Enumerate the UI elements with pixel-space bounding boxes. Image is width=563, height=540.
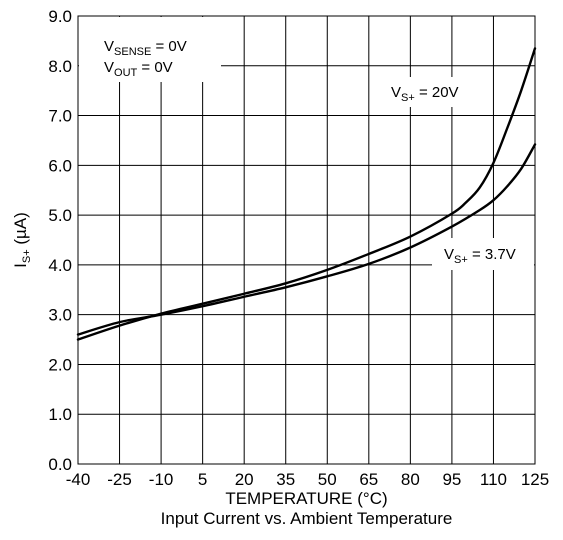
condition-vsense: VSENSE = 0V	[104, 38, 187, 58]
y-tick-label: 5.0	[48, 206, 72, 225]
y-axis-label: IS+ (µA)	[11, 212, 33, 268]
x-tick-label: -40	[66, 470, 91, 489]
y-axis-label-main: I	[11, 263, 30, 268]
chart-title: Input Current vs. Ambient Temperature	[161, 509, 453, 528]
x-tick-label: 50	[318, 470, 337, 489]
series-label-3v7-main: V	[444, 246, 454, 263]
condition-vout: VOUT = 0V	[104, 59, 173, 79]
condition-vsense-sub: SENSE	[114, 46, 151, 58]
y-tick-label: 3.0	[48, 306, 72, 325]
x-tick-label: 65	[359, 470, 378, 489]
annotation-box	[79, 17, 221, 82]
series-line-3v7	[76, 143, 537, 336]
plot-frame	[77, 15, 536, 465]
series-label-20v-rest: = 20V	[415, 84, 459, 101]
y-tick-label: 4.0	[48, 256, 72, 275]
condition-vout-rest: = 0V	[137, 59, 172, 76]
y-tick-label: 2.0	[48, 355, 72, 374]
series-label-3v7: VS+ = 3.7V	[444, 246, 516, 266]
series-label-20v: VS+ = 20V	[391, 84, 459, 104]
x-tick-label: -10	[149, 470, 174, 489]
x-tick-label: 5	[198, 470, 207, 489]
annotation-box	[432, 238, 534, 270]
y-axis-label-unit: (µA)	[11, 212, 30, 249]
series-line-20v	[76, 47, 537, 341]
series-label-3v7-rest: = 3.7V	[468, 246, 516, 263]
y-axis-label-sub: S+	[21, 249, 33, 263]
annotation-backgrounds	[79, 17, 534, 270]
series-label-3v7-sub: S+	[454, 254, 468, 266]
condition-vout-sub: OUT	[114, 67, 138, 79]
y-tick-label: 7.0	[48, 107, 72, 126]
condition-vout-main: V	[104, 59, 114, 76]
y-tick-label: 6.0	[48, 156, 72, 175]
x-tick-label: 35	[276, 470, 295, 489]
x-tick-label: 80	[401, 470, 420, 489]
series-lines	[76, 47, 537, 341]
y-tick-label: 1.0	[48, 405, 72, 424]
series-label-20v-main: V	[391, 84, 401, 101]
x-tick-label: 20	[235, 470, 254, 489]
x-tick-label: 110	[480, 470, 507, 489]
y-tick-label: 0.0	[48, 455, 72, 474]
y-tick-labels: 0.0 1.0 2.0 3.0 4.0 5.0 6.0 7.0 8.0 9.0	[48, 7, 72, 474]
x-tick-label: 95	[442, 470, 461, 489]
series-label-20v-sub: S+	[401, 92, 415, 104]
x-axis-label: TEMPERATURE (°C)	[225, 489, 387, 508]
annotation-box	[388, 77, 492, 107]
condition-vsense-rest: = 0V	[151, 38, 186, 55]
x-tick-labels: -40 -25 -10 5 20 35 50 65 80 95 110 125	[66, 470, 549, 489]
x-tick-label: 125	[521, 470, 549, 489]
y-tick-label: 9.0	[48, 7, 72, 26]
y-tick-label: 8.0	[48, 57, 72, 76]
condition-vsense-main: V	[104, 38, 114, 55]
x-tick-label: -25	[107, 470, 132, 489]
